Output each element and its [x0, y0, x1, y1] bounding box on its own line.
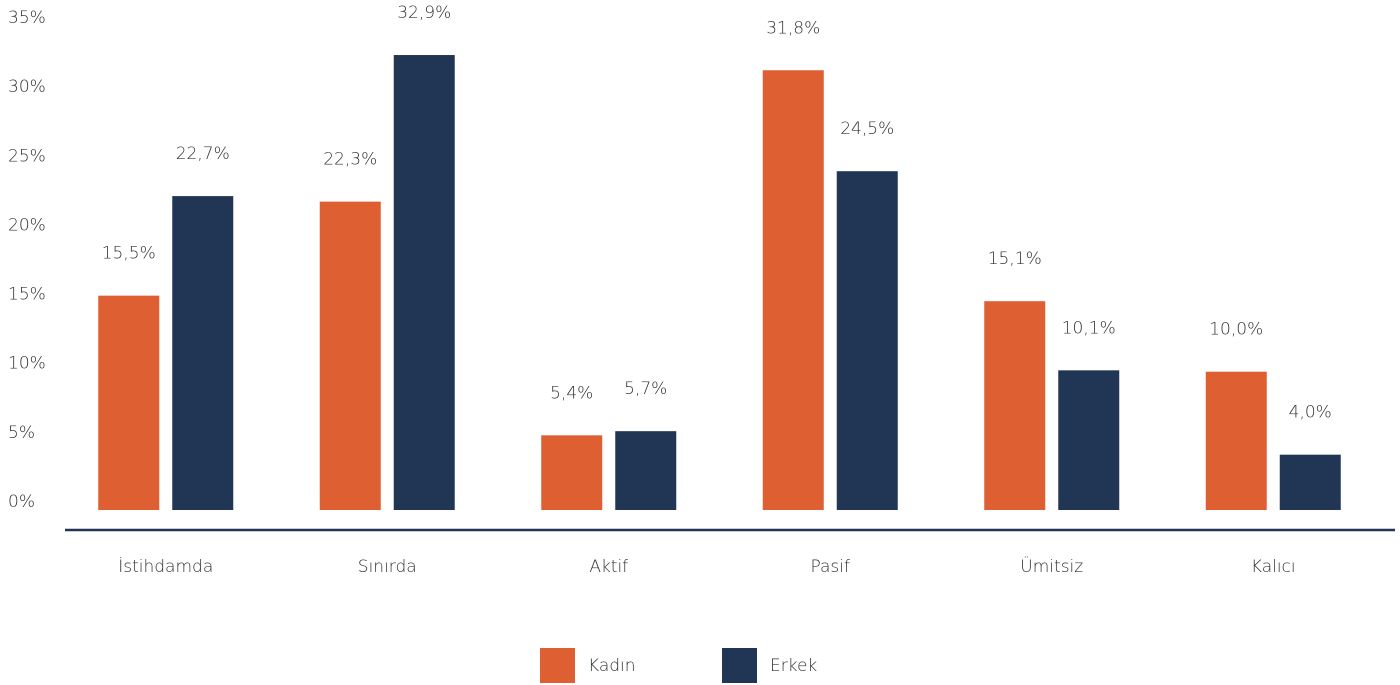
value-label: 31,8%: [766, 18, 820, 38]
legend-swatch: [540, 648, 575, 683]
x-tick-label: Kalıcı: [1251, 557, 1296, 577]
y-tick-label: 0%: [8, 492, 35, 512]
value-label: 24,5%: [840, 119, 894, 139]
bar: [615, 431, 677, 510]
y-tick-label: 35%: [8, 8, 46, 28]
legend-label: Erkek: [770, 656, 817, 676]
legend-label: Kadın: [588, 656, 636, 676]
bar: [393, 55, 455, 510]
bar: [836, 171, 898, 510]
legend-swatch: [722, 648, 757, 683]
value-label: 22,3%: [323, 150, 377, 170]
value-label: 4,0%: [1289, 403, 1332, 423]
value-label: 5,4%: [550, 383, 593, 403]
value-label: 10,1%: [1062, 318, 1116, 338]
x-tick-label: Pasif: [811, 557, 850, 577]
x-tick-label: Sınırda: [358, 557, 417, 577]
bar: [1279, 454, 1341, 510]
y-tick-label: 10%: [8, 354, 46, 374]
value-label: 5,7%: [624, 379, 667, 399]
value-label: 32,9%: [397, 3, 451, 23]
bar: [1058, 370, 1120, 510]
value-label: 22,7%: [176, 144, 230, 164]
bar: [319, 201, 381, 510]
y-tick-label: 20%: [8, 215, 46, 235]
y-tick-label: 5%: [8, 423, 35, 443]
bar: [1205, 371, 1267, 510]
bar: [98, 295, 160, 510]
bar: [984, 301, 1046, 510]
x-tick-label: Ümitsiz: [1020, 555, 1083, 577]
bar: [541, 435, 603, 510]
value-label: 15,1%: [988, 249, 1042, 269]
value-label: 10,0%: [1209, 320, 1263, 340]
x-tick-label: İstihdamda: [118, 556, 213, 577]
x-tick-label: Aktif: [589, 557, 628, 577]
bar: [762, 70, 824, 510]
y-tick-label: 15%: [8, 285, 46, 305]
y-tick-label: 25%: [8, 146, 46, 166]
y-tick-label: 30%: [8, 77, 46, 97]
bar: [172, 196, 234, 510]
value-label: 15,5%: [102, 244, 156, 264]
